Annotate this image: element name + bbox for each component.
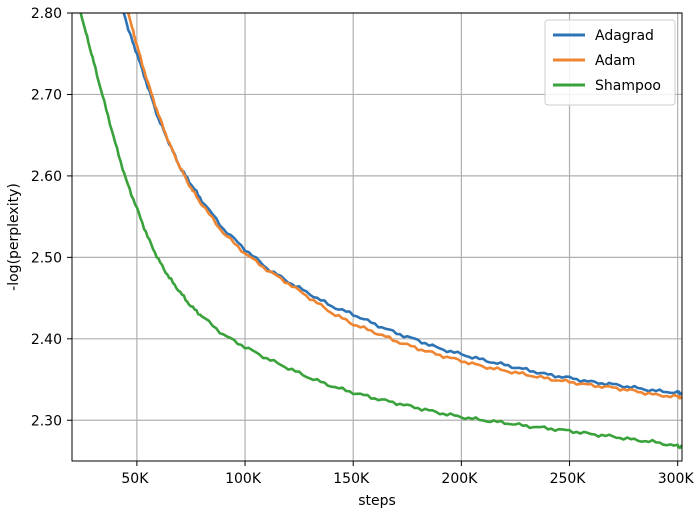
legend-label-adam: Adam [595,53,635,69]
legend-label-shampoo: Shampoo [595,78,661,94]
y-axis-ticks: 2.30 2.40 2.50 2.60 2.70 2.80 [31,6,72,429]
series-lines [79,13,682,450]
x-axis-label: steps [358,493,396,509]
y-tick-label: 2.60 [31,169,62,185]
x-tick-label: 200K [441,471,478,487]
x-tick-label: 50K [121,471,149,487]
y-tick-label: 2.70 [31,87,62,103]
x-axis-ticks: 50K 100K 150K 200K 250K 300K [121,461,694,487]
y-tick-label: 2.40 [31,332,62,348]
x-tick-label: 300K [658,471,695,487]
legend-label-adagrad: Adagrad [595,28,654,44]
y-tick-label: 2.50 [31,250,62,266]
y-tick-label: 2.30 [31,413,62,429]
x-tick-label: 100K [225,471,262,487]
legend: Adagrad Adam Shampoo [544,19,676,106]
series-line-adam [126,13,682,400]
y-tick-label: 2.80 [31,6,62,22]
x-tick-label: 150K [333,471,370,487]
series-line-shampoo [79,13,682,450]
y-axis-label: -log(perplexity) [6,183,22,291]
plot-frame [71,12,683,462]
x-tick-label: 250K [550,471,587,487]
